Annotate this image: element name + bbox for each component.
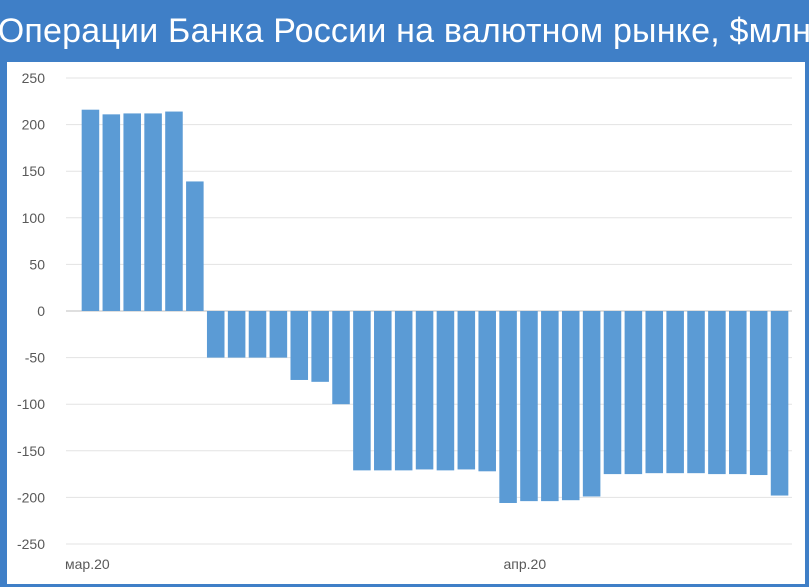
bar — [374, 311, 392, 471]
y-tick-label: 150 — [22, 163, 46, 179]
bar — [394, 311, 413, 471]
y-tick-label: -250 — [17, 536, 45, 552]
bar — [206, 311, 225, 358]
bar — [499, 311, 517, 503]
bar — [729, 311, 747, 475]
bar — [749, 311, 768, 476]
bar — [415, 311, 434, 470]
x-tick-label: мар.20 — [65, 556, 110, 572]
bar — [332, 311, 350, 405]
bar — [687, 311, 705, 474]
bar — [102, 114, 121, 311]
bar — [436, 311, 455, 471]
y-tick-label: 200 — [22, 117, 46, 133]
y-axis-ticks: 250 200 150 100 50 0 -50 -100 -150 -200 -250 — [17, 70, 45, 552]
bar — [457, 311, 476, 470]
y-tick-label: -100 — [17, 396, 45, 412]
bar — [290, 311, 309, 380]
y-tick-label: 250 — [22, 70, 46, 86]
bar — [165, 111, 183, 311]
y-tick-label: 50 — [29, 256, 45, 272]
bars — [81, 109, 789, 503]
bar — [353, 311, 371, 471]
bar-chart: 250 200 150 100 50 0 -50 -100 -150 -200 -250 мар.2… — [17, 70, 792, 572]
y-tick-label: 100 — [22, 210, 46, 226]
bar — [144, 113, 162, 311]
bar — [645, 311, 664, 474]
bar — [478, 311, 496, 472]
bar — [561, 311, 580, 501]
bar — [248, 311, 267, 358]
x-tick-label: апр.20 — [504, 556, 547, 572]
bar — [520, 311, 538, 502]
bar — [81, 109, 100, 311]
bar — [770, 311, 789, 496]
bar — [541, 311, 559, 502]
bar — [269, 311, 288, 358]
y-tick-label: -200 — [17, 489, 45, 505]
x-axis-ticks: мар.20 апр.20 — [65, 556, 546, 572]
bar — [666, 311, 684, 474]
bar — [582, 311, 601, 497]
bar — [708, 311, 726, 475]
y-tick-label: -150 — [17, 443, 45, 459]
bar — [624, 311, 643, 475]
y-tick-label: 0 — [37, 303, 45, 319]
chart-title: Операции Банка России на валютном рынке,… — [0, 11, 809, 50]
plot-area: 250 200 150 100 50 0 -50 -100 -150 -200 -250 мар.2… — [7, 62, 805, 584]
bar — [186, 181, 204, 311]
y-tick-label: -50 — [25, 350, 45, 366]
bar — [603, 311, 622, 475]
bar — [123, 113, 141, 311]
bar — [311, 311, 329, 382]
bar — [227, 311, 246, 358]
